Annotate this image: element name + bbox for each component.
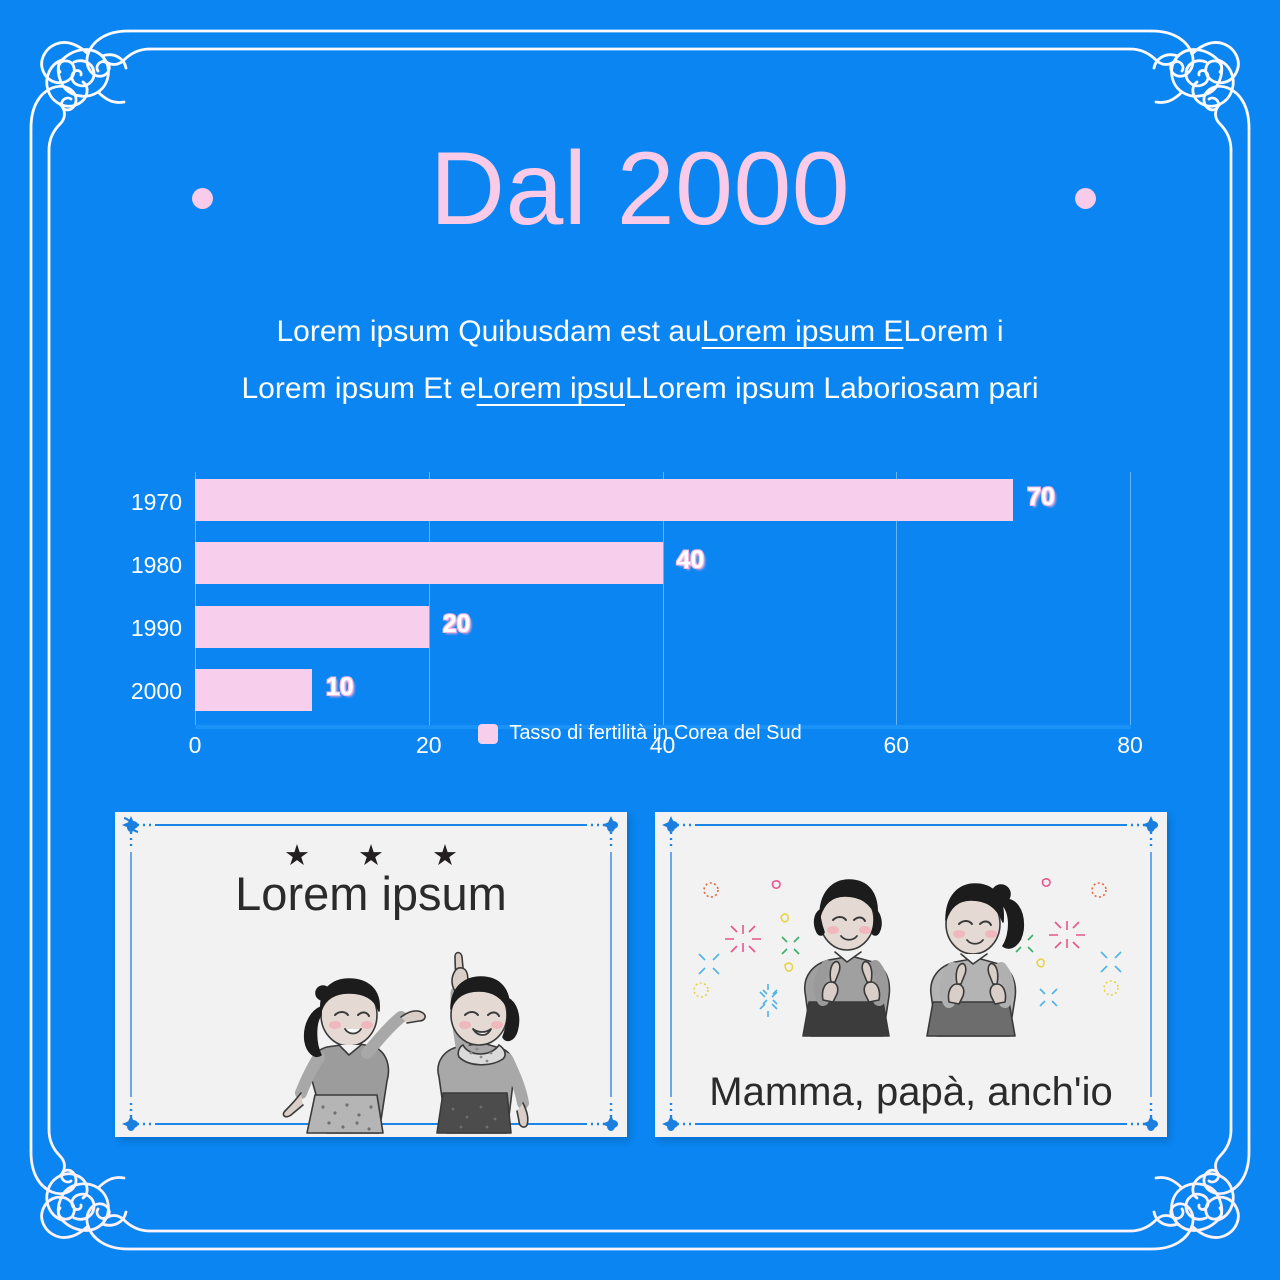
- subtitle-line-1-underlined: Lorem ipsum E: [701, 315, 904, 348]
- chart-bar-value-label: 40: [676, 546, 705, 575]
- chart-bar-row: 20: [195, 599, 1130, 662]
- card-right-caption: Mamma, papà, anch'io: [709, 1070, 1113, 1114]
- x-axis-tick-label: 40: [649, 732, 676, 758]
- subtitle-line-2: Lorem ipsum Et eLorem ipsuLLorem ipsum L…: [0, 360, 1280, 417]
- y-axis-tick-label: 2000: [130, 678, 182, 705]
- x-axis-line: [195, 725, 1131, 729]
- x-axis-tick-label: 80: [1117, 732, 1143, 758]
- subtitle-line-1: Lorem ipsum Quibusdam est auLorem ipsum …: [0, 303, 1280, 360]
- chart-bar-value-label: 70: [1027, 483, 1055, 511]
- y-axis-tick-label: 1970: [130, 488, 182, 515]
- chart-bar-value-label: 20: [442, 609, 471, 638]
- chart-gridline: [1130, 472, 1131, 725]
- subtitle-line-1-part-b: Lorem i: [903, 315, 1004, 348]
- chart-bar[interactable]: [195, 668, 312, 711]
- subtitle-line-2-part-b: LLorem ipsum Laboriosam pari: [624, 372, 1039, 405]
- chart-gridline: [662, 472, 664, 725]
- star-rating-icons: ★ ★ ★: [283, 840, 479, 872]
- pink-dot-icon: [192, 188, 213, 209]
- chart-bar[interactable]: [195, 605, 429, 648]
- couple-thumbs-up-illustration: [802, 879, 1025, 1037]
- confetti-sparkles-icon: [693, 878, 1122, 1017]
- y-axis-tick-label: 1990: [130, 615, 182, 642]
- chart-bar-row: 70: [195, 472, 1130, 535]
- legend-swatch-icon: [478, 723, 499, 744]
- chart-bar-row: 40: [195, 535, 1130, 598]
- pink-dot-icon: [1075, 188, 1096, 209]
- chart-gridline: [896, 472, 898, 725]
- y-axis-tick-labels: 1970 1980 1990 2000: [110, 472, 182, 725]
- chart-plot-area: 70 40 20 10: [195, 472, 1131, 725]
- subtitle-line-2-underlined: Lorem ipsu: [476, 372, 625, 405]
- chart-gridline: [428, 472, 430, 725]
- subtitle-line-1-part-a: Lorem ipsum Quibusdam est au: [276, 315, 702, 348]
- chart-bar[interactable]: [195, 479, 1014, 521]
- subtitle-line-2-part-a: Lorem ipsum Et e: [241, 372, 477, 405]
- card-left-title: Lorem ipsum: [235, 867, 507, 920]
- page-title: Dal 2000: [429, 131, 851, 247]
- x-axis-tick-label: 60: [883, 732, 910, 758]
- card-right[interactable]: Mamma, papà, anch'io: [655, 812, 1167, 1137]
- x-axis-tick-label: 20: [415, 732, 442, 758]
- chart-bar-row: 10: [195, 662, 1130, 725]
- legend-label: Tasso di fertilità in Corea del Sud: [509, 722, 802, 744]
- x-axis-tick-label: 0: [188, 732, 202, 758]
- chart-bar-value-label: 10: [325, 672, 354, 701]
- two-children-celebrating-illustration: [282, 951, 529, 1134]
- chart-gridline: [195, 472, 196, 725]
- subtitle: Lorem ipsum Quibusdam est auLorem ipsum …: [0, 303, 1280, 417]
- chart-bar[interactable]: [195, 542, 663, 585]
- bar-chart: 70 40 20 10 0 20 40 60 80: [0, 462, 1280, 762]
- chart-legend: Tasso di fertilità in Corea del Sud: [0, 722, 1280, 745]
- card-left[interactable]: ★ ★ ★ Lorem ipsum: [115, 812, 627, 1137]
- y-axis-tick-label: 1980: [130, 551, 182, 578]
